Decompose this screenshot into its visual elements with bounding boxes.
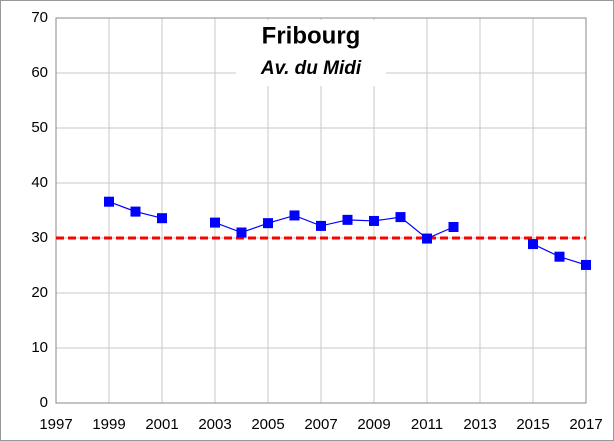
x-tick-label: 2015 — [516, 416, 549, 433]
chart-subtitle: Av. du Midi — [260, 58, 362, 79]
marker — [342, 214, 353, 225]
marker — [369, 215, 379, 226]
y-tick-label: 60 — [31, 64, 48, 81]
y-tick-label: 0 — [40, 394, 48, 411]
x-tick-label: 1999 — [92, 416, 125, 433]
marker — [236, 227, 247, 238]
y-tick-label: 20 — [31, 284, 48, 301]
y-tick-label: 40 — [31, 174, 48, 191]
marker — [263, 218, 273, 229]
marker — [581, 259, 591, 270]
x-tick-label: 2009 — [357, 416, 390, 433]
x-tick-label: 2011 — [411, 416, 443, 433]
marker — [316, 220, 326, 231]
marker — [104, 196, 114, 207]
x-tick-label: 2001 — [145, 416, 178, 433]
x-tick-label: 2003 — [198, 416, 231, 433]
marker — [130, 206, 141, 217]
marker — [210, 217, 220, 228]
marker — [528, 239, 538, 250]
title-box — [236, 20, 386, 86]
x-tick-label: 2007 — [304, 416, 337, 433]
x-tick-label: 2005 — [251, 416, 284, 433]
marker — [289, 210, 300, 221]
x-tick-label: 1997 — [39, 416, 72, 433]
y-tick-label: 50 — [31, 119, 48, 136]
y-tick-label: 10 — [31, 339, 48, 356]
chart-title: Fribourg — [262, 22, 361, 49]
y-tick-label: 70 — [31, 9, 48, 26]
marker — [448, 222, 459, 232]
marker — [395, 212, 406, 223]
y-tick-label: 30 — [31, 229, 48, 246]
marker — [157, 213, 167, 224]
marker — [422, 233, 432, 244]
x-tick-label: 2017 — [569, 416, 602, 433]
marker — [554, 251, 565, 262]
plot-area — [55, 17, 587, 404]
x-tick-label: 2013 — [463, 416, 496, 433]
